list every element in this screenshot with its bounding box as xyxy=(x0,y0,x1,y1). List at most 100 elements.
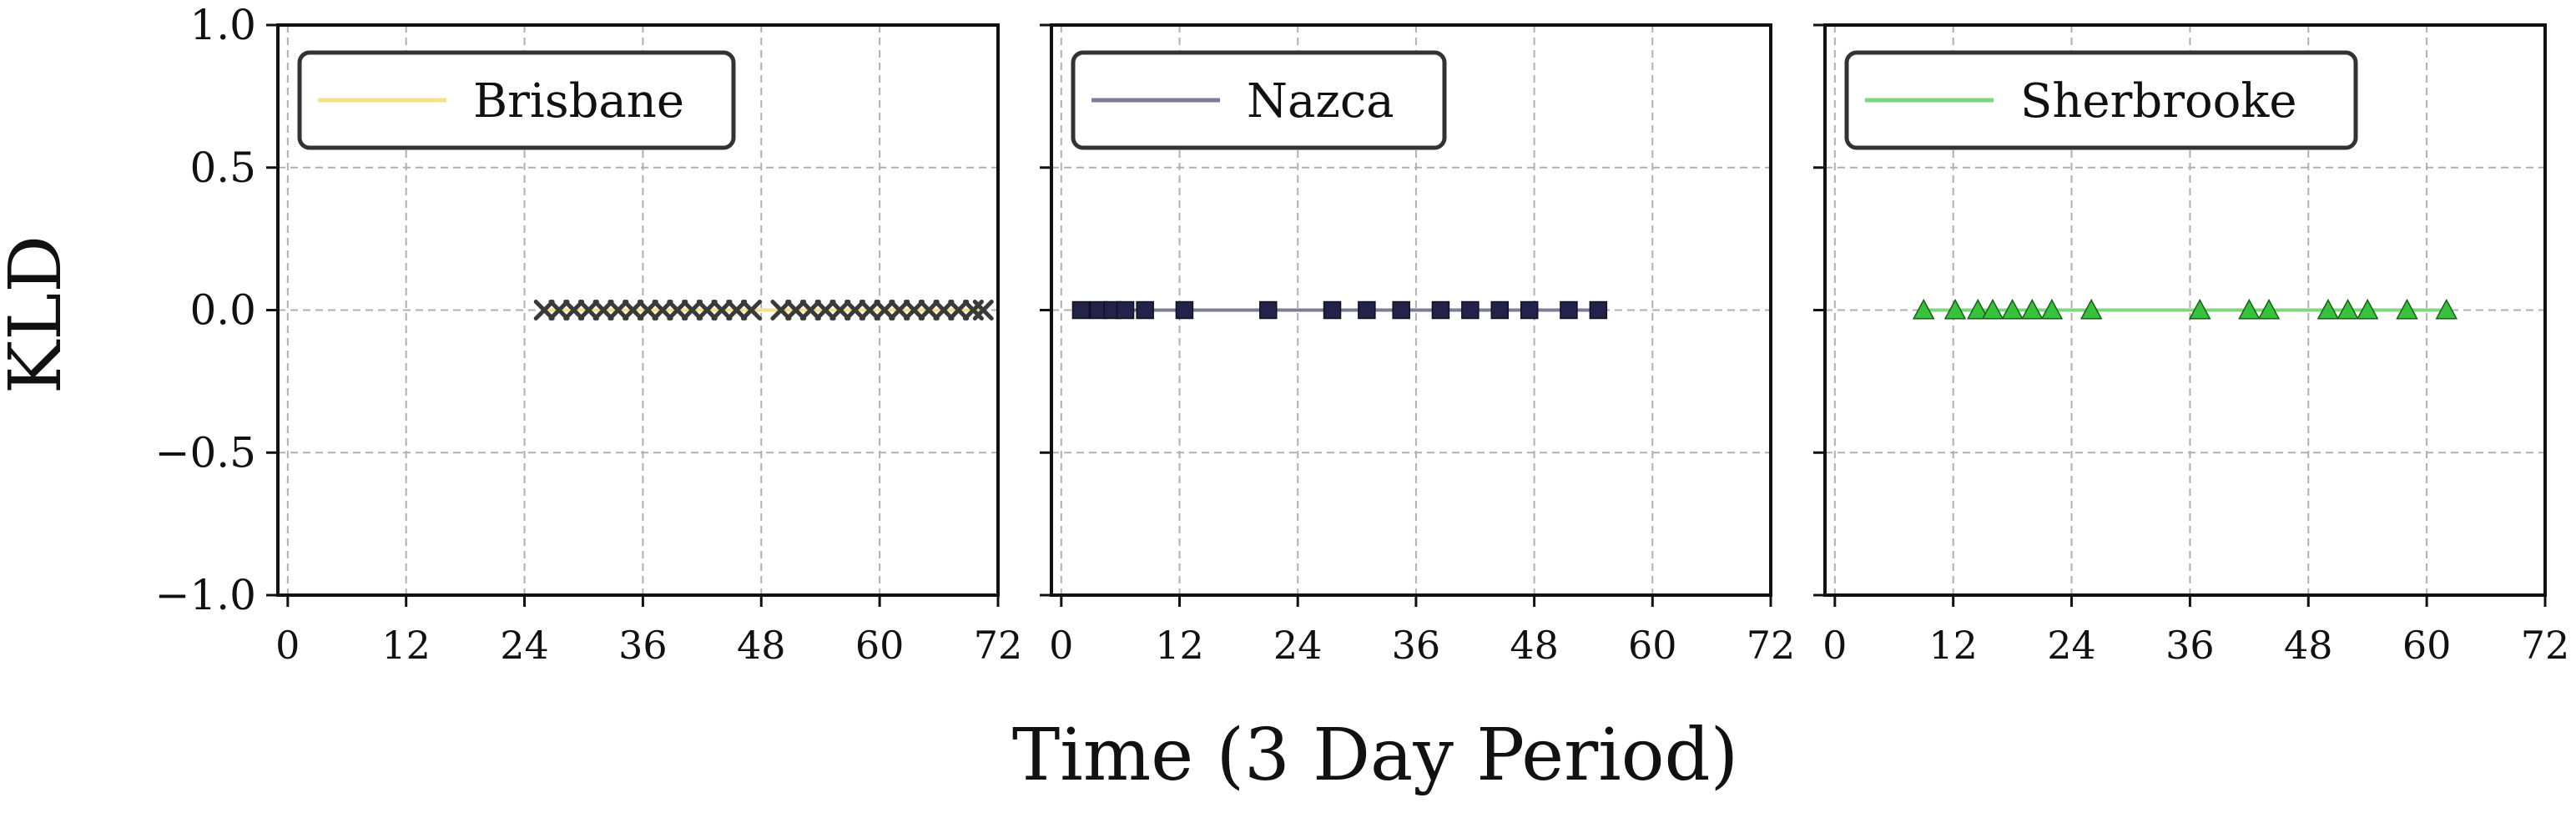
x-tick-label: 0 xyxy=(1049,623,1073,668)
data-point-stroke xyxy=(623,300,644,321)
data-point xyxy=(740,300,762,321)
data-point xyxy=(1259,300,1278,320)
data-point xyxy=(1490,300,1510,320)
x-tick-label: 0 xyxy=(1822,623,1847,668)
data-point-stroke xyxy=(607,300,629,321)
data-point-stroke xyxy=(652,300,673,321)
data-point xyxy=(592,300,614,321)
data-point xyxy=(577,300,599,321)
data-point-stroke xyxy=(740,300,762,321)
data-point-stroke xyxy=(918,300,940,321)
data-point xyxy=(607,300,629,321)
data-point xyxy=(2040,298,2064,320)
data-point-stroke xyxy=(799,300,821,321)
data-point xyxy=(933,300,955,321)
panel-3: Sherbrooke 0 12 24 36 48 60 72 xyxy=(1813,23,2570,668)
data-point xyxy=(918,300,940,321)
data-point xyxy=(2188,298,2211,320)
x-tick-label: 60 xyxy=(1628,623,1677,668)
x-tick-label: 60 xyxy=(2402,623,2452,668)
x-tick-label: 72 xyxy=(2521,623,2570,668)
data-point xyxy=(1175,300,1194,320)
x-tick-label: 0 xyxy=(275,623,300,668)
x-tick-label: 36 xyxy=(618,623,668,668)
data-point xyxy=(2396,298,2418,320)
x-tick-label: 48 xyxy=(1510,623,1559,668)
data-point xyxy=(533,300,555,321)
data-point xyxy=(652,300,673,321)
panel-1: Brisbane 1.0 0.5 0.0 −0.5 −1.0 0 12 24 36 48 60 72 xyxy=(155,1,1023,668)
data-point-stroke xyxy=(785,300,807,321)
data-point xyxy=(889,300,910,321)
data-point xyxy=(2079,298,2103,320)
data-point-stroke xyxy=(577,300,599,321)
legend-box xyxy=(1071,50,1447,150)
data-point-stroke xyxy=(682,300,703,321)
data-point xyxy=(1520,300,1539,320)
data-point-stroke xyxy=(933,300,955,321)
x-tick-label: 24 xyxy=(500,623,549,668)
x-axis-label: Time (3 Day Period) xyxy=(1012,714,1738,797)
x-tick-label: 36 xyxy=(2165,623,2215,668)
data-point xyxy=(2435,298,2458,320)
data-point-stroke xyxy=(889,300,910,321)
data-point xyxy=(1392,300,1410,320)
data-point-stroke xyxy=(904,300,925,321)
data-point xyxy=(2238,298,2261,320)
data-point xyxy=(696,300,718,321)
x-tick-label: 24 xyxy=(1273,623,1323,668)
data-point xyxy=(874,300,895,321)
legend-label: Brisbane xyxy=(473,74,684,129)
x-tick-label: 48 xyxy=(737,623,786,668)
data-point-stroke xyxy=(859,300,880,321)
data-point xyxy=(829,300,851,321)
data-point xyxy=(2356,298,2379,320)
y-tick-label: −1.0 xyxy=(155,571,256,619)
data-point-stroke xyxy=(711,300,733,321)
data-point xyxy=(726,300,748,321)
data-point-stroke xyxy=(667,300,688,321)
data-point-stroke xyxy=(533,300,555,321)
data-point-stroke xyxy=(726,300,748,321)
data-point xyxy=(563,300,585,321)
data-point xyxy=(1431,300,1450,320)
x-tick-label: 72 xyxy=(1747,623,1796,668)
data-point xyxy=(814,300,836,321)
data-point xyxy=(972,300,994,321)
data-point-stroke xyxy=(770,300,792,321)
legend: Brisbane xyxy=(297,50,736,150)
data-point xyxy=(2021,298,2044,320)
panels-layer: Brisbane 1.0 0.5 0.0 −0.5 −1.0 0 12 24 36 48 60 72 Na… xyxy=(155,1,2570,668)
data-point xyxy=(1912,298,1935,320)
y-tick-label: −0.5 xyxy=(155,428,256,477)
data-point xyxy=(1116,300,1135,320)
data-point xyxy=(1358,300,1376,320)
data-point xyxy=(1981,298,2004,320)
data-point xyxy=(2001,298,2024,320)
data-point xyxy=(948,300,970,321)
data-point-stroke xyxy=(563,300,585,321)
data-point-stroke xyxy=(548,300,570,321)
y-tick-label: 0.5 xyxy=(189,144,256,192)
data-point xyxy=(904,300,925,321)
data-point xyxy=(844,300,866,321)
y-tick-label: 1.0 xyxy=(189,1,256,49)
x-tick-label: 72 xyxy=(974,623,1023,668)
data-point xyxy=(637,300,658,321)
data-point xyxy=(1943,298,1967,320)
legend-label: Nazca xyxy=(1247,74,1394,129)
x-tick-label: 36 xyxy=(1392,623,1441,668)
x-tick-label: 12 xyxy=(1155,623,1204,668)
y-tick-label: 0.0 xyxy=(189,286,256,335)
legend-label: Sherbrooke xyxy=(2020,74,2296,129)
legend: Sherbrooke xyxy=(1844,50,2358,150)
data-point-stroke xyxy=(874,300,895,321)
data-point xyxy=(623,300,644,321)
data-point xyxy=(1560,300,1578,320)
data-point xyxy=(859,300,880,321)
data-point xyxy=(2337,298,2359,320)
data-point xyxy=(1136,300,1154,320)
data-point xyxy=(1071,300,1091,320)
x-tick-label: 60 xyxy=(855,623,905,668)
